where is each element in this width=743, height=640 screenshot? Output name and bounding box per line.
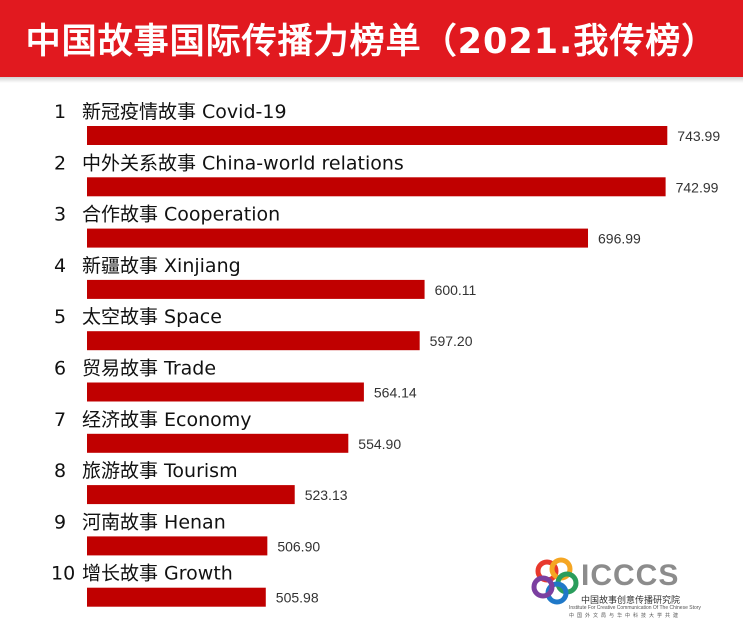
banner-shadow [0,77,743,83]
value-label: 564.14 [374,385,417,401]
category-label: 贸易故事 Trade [82,358,216,380]
rank-label: 1 [54,101,66,123]
value-label: 597.20 [430,333,473,349]
logo-name: ICCCS [581,559,680,592]
bar [87,587,266,607]
rank-label: 7 [54,409,66,431]
value-label: 743.99 [677,128,720,144]
bar [87,279,425,299]
iccs-logo: ICCCS 中国故事创意传播研究院 Institute For Creative… [529,553,701,623]
rank-label: 4 [54,255,66,277]
logo-ring [531,575,555,599]
bar [87,382,364,402]
value-label: 600.11 [435,282,477,298]
rank-label: 3 [54,204,66,226]
iccs-logo-icon [531,557,579,605]
bar [87,126,668,145]
category-label: 河南故事 Henan [82,511,226,533]
logo-english-name: Institute For Creative Communication Of … [569,605,701,611]
value-label: 696.99 [598,231,641,247]
category-label: 旅游故事 Tourism [82,460,238,482]
category-label: 太空故事 Space [82,306,222,328]
chart-title: 中国故事国际传播力榜单（2021.我传榜） [25,22,718,62]
bar [87,433,349,453]
rank-label: 8 [54,460,66,482]
rank-label: 6 [54,358,66,380]
category-label: 新冠疫情故事 Covid-19 [82,101,287,123]
title-banner: 中国故事国际传播力榜单（2021.我传榜） [0,0,743,77]
rank-label: 2 [54,152,66,174]
category-label: 经济故事 Economy [82,409,252,431]
category-label: 中外关系故事 China-world relations [82,152,404,174]
bar [87,331,420,351]
category-label: 合作故事 Cooperation [82,204,280,226]
value-label: 505.98 [276,590,319,606]
rank-label: 10 [51,563,75,585]
bar [87,485,295,505]
logo-subtitle: 中国外文局与华中科技大学共建 [569,613,682,619]
logo-chinese-name: 中国故事创意传播研究院 [581,596,681,606]
value-label: 742.99 [676,179,719,195]
value-label: 554.90 [358,436,401,452]
value-label: 523.13 [305,487,348,503]
category-label: 增长故事 Growth [82,563,233,585]
bar [87,536,268,556]
bar [87,177,666,197]
rank-label: 5 [54,306,66,328]
rank-label: 9 [54,511,66,533]
category-label: 新疆故事 Xinjiang [82,255,241,277]
value-label: 506.90 [277,538,320,554]
bar [87,228,589,248]
